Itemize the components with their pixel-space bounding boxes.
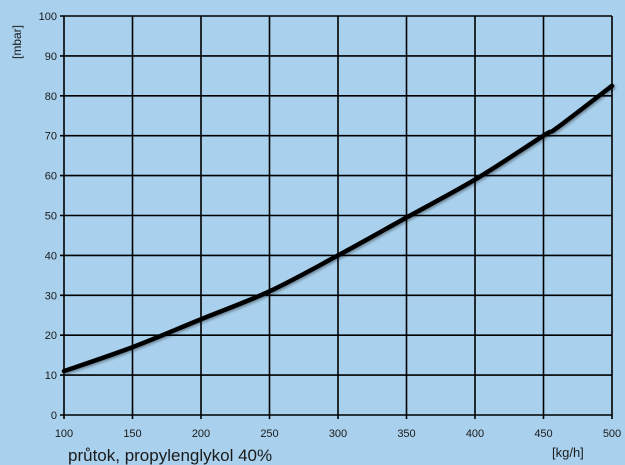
tick-labels: 100 150 200 250 300 350 400 450 500 0 10 20 30 40 50 60…	[39, 11, 622, 440]
x-tick-label: 350	[397, 428, 415, 440]
x-tick-label: 450	[534, 428, 552, 440]
x-tick-label: 200	[192, 428, 210, 440]
x-tick-label: 400	[466, 428, 484, 440]
y-tick-label: 60	[45, 171, 57, 183]
y-tick-label: 40	[45, 250, 57, 262]
x-tick-label: 500	[603, 428, 621, 440]
y-tick-label: 100	[39, 11, 57, 23]
x-axis-unit: [kg/h]	[552, 445, 584, 460]
y-tick-label: 20	[45, 330, 57, 342]
x-tick-label: 150	[123, 428, 141, 440]
series-line	[61, 83, 615, 374]
y-tick-label: 90	[45, 51, 57, 63]
y-tick-label: 80	[45, 91, 57, 103]
x-axis-label: průtok, propylenglykol 40%	[68, 446, 272, 465]
y-tick-label: 10	[45, 370, 57, 382]
x-tick-label: 250	[260, 428, 278, 440]
y-tick-label: 30	[45, 290, 57, 302]
x-tick-label: 300	[329, 428, 347, 440]
x-tick-label: 100	[55, 428, 73, 440]
y-axis-label: [mbar]	[10, 25, 24, 59]
y-tick-label: 0	[51, 410, 57, 422]
grid	[60, 15, 613, 419]
y-tick-label: 70	[45, 131, 57, 143]
y-tick-label: 50	[45, 211, 57, 223]
series	[61, 83, 615, 374]
